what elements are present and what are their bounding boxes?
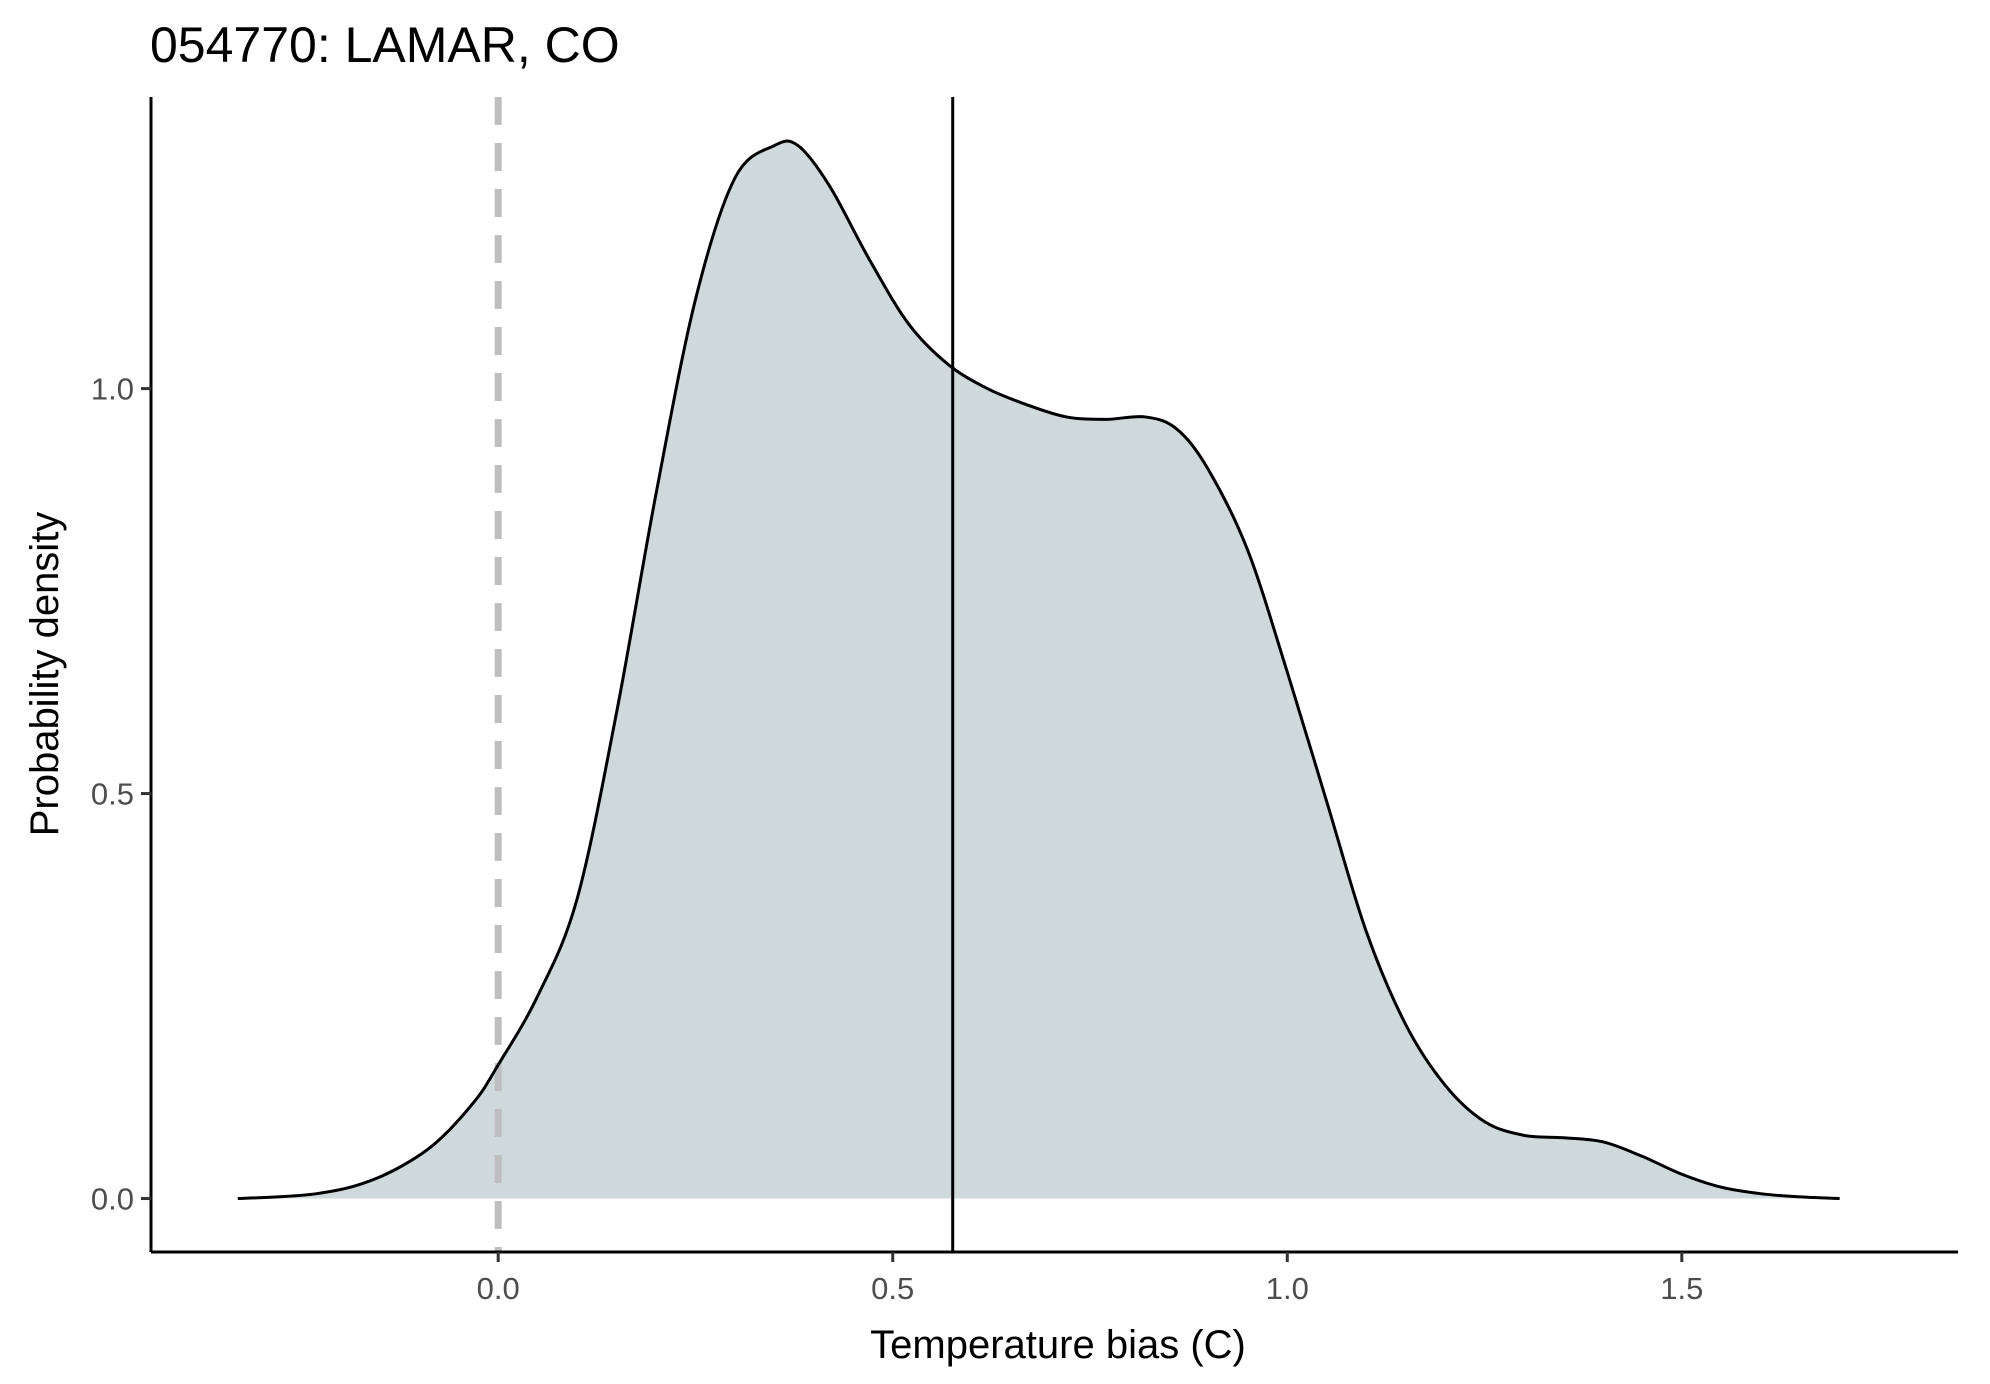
y-tick-label: 0.0 bbox=[91, 1182, 134, 1217]
x-tick-label: 0.5 bbox=[871, 1271, 914, 1306]
x-tick-label: 1.0 bbox=[1266, 1271, 1309, 1306]
axes: 0.0 0.5 1.0 1.5 0.0 0.5 1.0 bbox=[91, 97, 1958, 1306]
chart-title: 054770: LAMAR, CO bbox=[150, 17, 620, 73]
density-curve bbox=[237, 139, 1840, 1201]
x-tick-label: 0.0 bbox=[477, 1271, 520, 1306]
y-axis-title: Probability density bbox=[23, 512, 67, 837]
density-area bbox=[237, 141, 1840, 1199]
x-axis-title: Temperature bias (C) bbox=[870, 1323, 1246, 1367]
y-tick-label: 1.0 bbox=[91, 372, 134, 407]
plot-area bbox=[237, 97, 1840, 1252]
y-tick-label: 0.5 bbox=[91, 777, 134, 812]
x-tick-label: 1.5 bbox=[1660, 1271, 1703, 1306]
